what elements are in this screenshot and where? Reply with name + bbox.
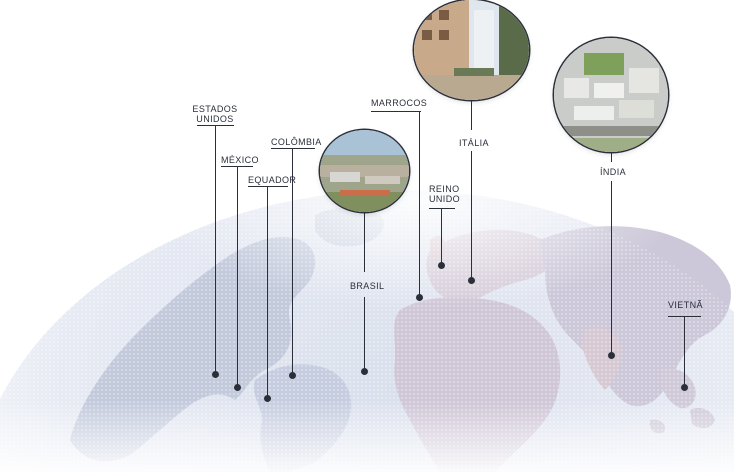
- marker-mexico-stem: [237, 166, 239, 388]
- label-morocco: MARROCOS: [371, 98, 428, 108]
- brazil-site-aerial-photo: [320, 130, 409, 212]
- marker-morocco-bar: [371, 111, 421, 113]
- label-ecuador: EQUADOR: [248, 175, 297, 185]
- label-usa: ESTADOS UNIDOS: [192, 104, 238, 124]
- marker-italy-stem-upper: [471, 100, 473, 130]
- label-india: ÍNDIA: [600, 167, 627, 177]
- marker-brazil-stem-upper: [364, 212, 366, 272]
- marker-mexico-dot[interactable]: [234, 384, 241, 391]
- label-mexico: MÉXICO: [221, 155, 259, 165]
- marker-india-stem-upper: [611, 152, 613, 162]
- marker-colombia-dot[interactable]: [289, 372, 296, 379]
- india-complex-aerial-photo: [554, 38, 668, 152]
- marker-vietnam-dot[interactable]: [681, 384, 688, 391]
- marker-ecuador-dot[interactable]: [264, 395, 271, 402]
- label-usa-line1: ESTADOS: [192, 104, 238, 114]
- marker-colombia-stem: [292, 148, 294, 376]
- label-italy: ITÁLIA: [459, 138, 489, 148]
- label-colombia: COLÔMBIA: [271, 137, 322, 147]
- marker-italy-dot[interactable]: [468, 277, 475, 284]
- marker-usa-dot[interactable]: [212, 371, 219, 378]
- marker-italy-stem-lower: [471, 151, 473, 280]
- label-uk-line1: REINO: [429, 184, 460, 194]
- marker-india-dot[interactable]: [608, 352, 615, 359]
- label-uk: REINO UNIDO: [429, 184, 460, 204]
- label-brazil: BRASIL: [350, 281, 385, 291]
- label-uk-line2: UNIDO: [429, 194, 460, 204]
- marker-ecuador-stem: [267, 186, 269, 399]
- label-vietnam: VIETNÃ: [668, 300, 703, 310]
- marker-uk-dot[interactable]: [438, 262, 445, 269]
- marker-morocco-stem: [419, 111, 421, 298]
- marker-brazil-dot[interactable]: [361, 368, 368, 375]
- marker-vietnam-stem: [684, 316, 686, 388]
- marker-usa-stem: [215, 125, 217, 375]
- marker-india-stem-lower: [611, 181, 613, 355]
- marker-brazil-stem-lower: [364, 297, 366, 372]
- label-usa-line2: UNIDOS: [196, 114, 234, 124]
- marker-uk-stem: [441, 208, 443, 266]
- italy-street-photo: [414, 0, 529, 100]
- marker-morocco-dot[interactable]: [416, 294, 423, 301]
